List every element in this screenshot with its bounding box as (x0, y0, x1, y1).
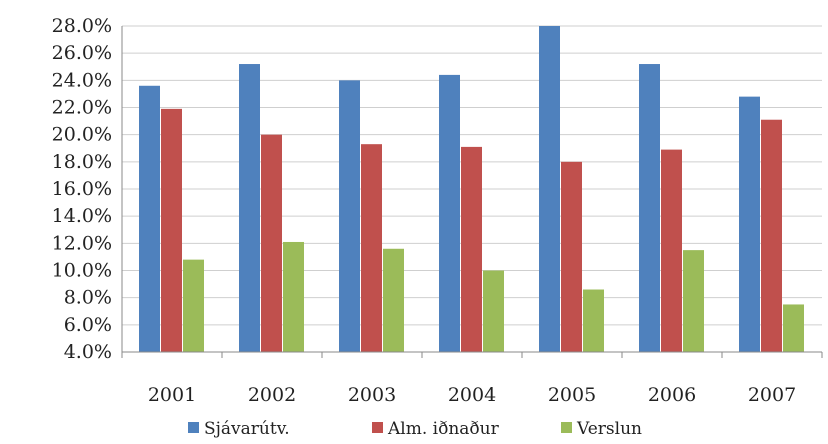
legend-label: Verslun (576, 419, 642, 439)
x-tick-label: 2004 (448, 384, 496, 406)
legend-label: Sjávarútv. (204, 419, 290, 439)
bars (139, 26, 804, 353)
bar-2005-2 (561, 161, 582, 352)
legend: Sjávarútv. Alm. iðnaður Verslun (188, 419, 642, 439)
bar-2003-3 (383, 248, 404, 352)
bar-2007-1 (739, 96, 760, 352)
bar-2001-2 (161, 108, 182, 352)
legend-swatch (372, 422, 383, 433)
bar-2007-2 (761, 119, 782, 352)
y-tick-label: 12.0% (52, 232, 112, 254)
y-tick-label: 26.0% (52, 42, 112, 64)
x-axis (121, 26, 823, 358)
bar-2002-2 (261, 134, 282, 352)
x-tick-label: 2001 (148, 384, 196, 406)
y-tick-label: 20.0% (52, 124, 112, 146)
bar-2004-3 (483, 270, 504, 352)
bar-2006-2 (661, 149, 682, 352)
bar-2001-1 (139, 85, 160, 353)
y-tick-label: 16.0% (52, 178, 112, 200)
y-tick-label: 10.0% (52, 260, 112, 282)
bar-2004-1 (439, 74, 460, 353)
x-tick-label: 2005 (548, 384, 596, 406)
bar-2003-1 (339, 80, 360, 352)
y-tick-label: 14.0% (52, 205, 112, 227)
bar-2007-3 (783, 304, 804, 352)
x-axis-category-labels: 2001 2002 2003 2004 2005 2006 2007 (148, 384, 796, 406)
x-tick-label: 2007 (748, 384, 796, 406)
bar-2006-3 (683, 250, 704, 352)
x-tick-label: 2002 (248, 384, 296, 406)
y-axis-tick-labels: 4.0% 6.0% 8.0% 10.0% 12.0% 14.0% 16.0% 18.0% 20.… (52, 15, 112, 363)
bar-2004-2 (461, 146, 482, 352)
legend-swatch (561, 422, 572, 433)
bar-2001-3 (183, 259, 204, 352)
bar-2002-1 (239, 64, 260, 353)
y-tick-label: 18.0% (52, 151, 112, 173)
bar-2006-1 (639, 64, 660, 353)
legend-swatch (188, 422, 199, 433)
y-tick-label: 24.0% (52, 69, 112, 91)
bar-2005-1 (539, 26, 560, 352)
y-tick-label: 6.0% (64, 314, 112, 336)
y-tick-label: 8.0% (64, 287, 112, 309)
bar-2002-3 (283, 241, 304, 352)
x-tick-label: 2006 (648, 384, 696, 406)
y-tick-label: 28.0% (52, 15, 112, 37)
bar-2003-2 (361, 144, 382, 352)
bar-2005-3 (583, 289, 604, 352)
y-tick-label: 4.0% (64, 341, 112, 363)
x-tick-label: 2003 (348, 384, 396, 406)
legend-label: Alm. iðnaður (387, 419, 500, 439)
y-tick-label: 22.0% (52, 97, 112, 119)
